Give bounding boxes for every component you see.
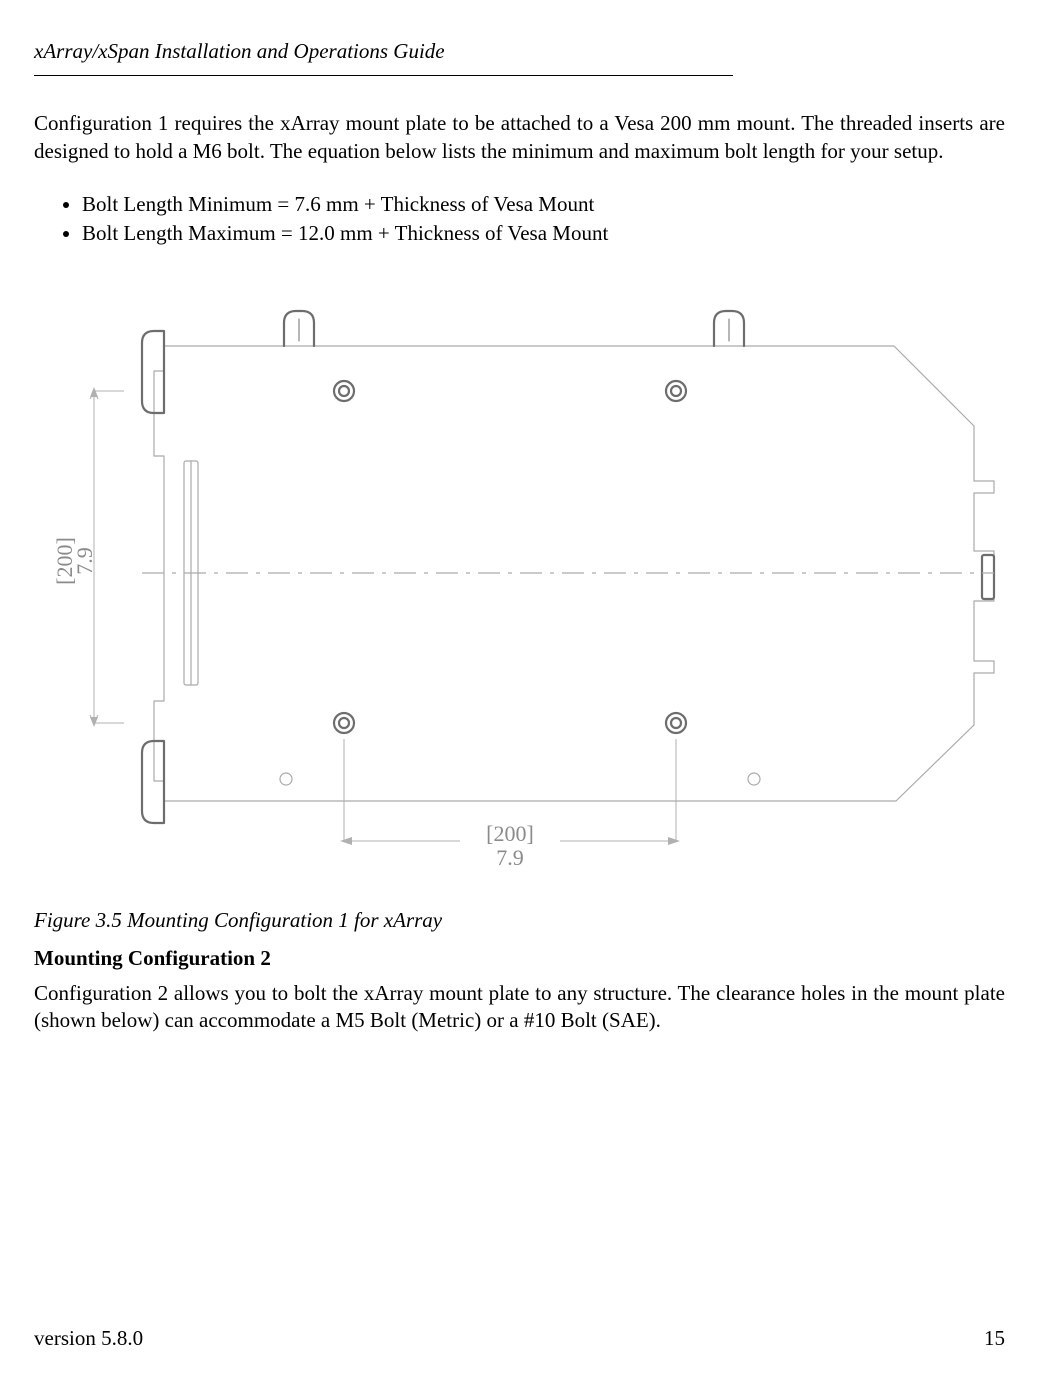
page-header-title: xArray/xSpan Installation and Operations… — [34, 38, 1005, 71]
page-number: 15 — [984, 1325, 1005, 1352]
version-label: version 5.8.0 — [34, 1325, 143, 1352]
list-item: Bolt Length Minimum = 7.6 mm + Thickness… — [82, 191, 1005, 218]
bolt-length-list: Bolt Length Minimum = 7.6 mm + Thickness… — [34, 191, 1005, 248]
section-heading-config2: Mounting Configuration 2 — [34, 945, 1005, 972]
config1-paragraph: Configuration 1 requires the xArray moun… — [34, 110, 1005, 165]
config2-paragraph: Configuration 2 allows you to bolt the x… — [34, 980, 1005, 1035]
dim-vertical-value: 7.9 — [72, 548, 97, 576]
dim-horizontal-bracket: [200] — [486, 821, 534, 846]
header-rule — [34, 75, 733, 76]
list-item: Bolt Length Maximum = 12.0 mm + Thicknes… — [82, 220, 1005, 247]
dim-horizontal-value: 7.9 — [496, 845, 524, 870]
mount-plate-diagram: [200] 7.9 [200] 7.9 — [34, 281, 1004, 901]
figure-caption: Figure 3.5 Mounting Configuration 1 for … — [34, 907, 1005, 934]
figure-3-5: [200] 7.9 [200] 7.9 — [34, 281, 1005, 901]
page-footer: version 5.8.0 15 — [34, 1325, 1005, 1352]
